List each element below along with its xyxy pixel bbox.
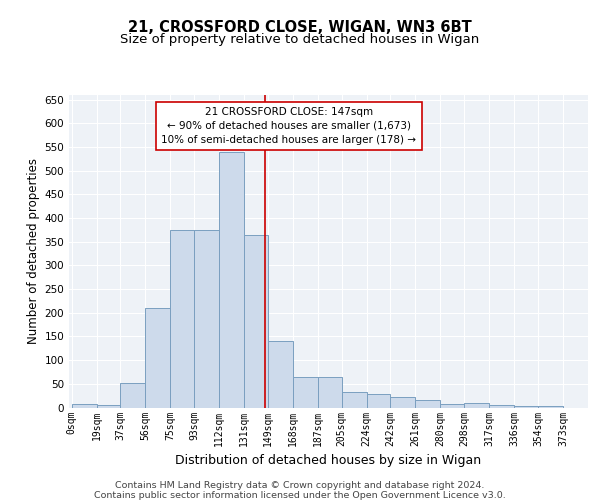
- Text: Contains public sector information licensed under the Open Government Licence v3: Contains public sector information licen…: [94, 490, 506, 500]
- Bar: [170, 230, 194, 408]
- Y-axis label: Number of detached properties: Number of detached properties: [27, 158, 40, 344]
- Bar: [464, 403, 489, 407]
- Bar: [145, 308, 170, 408]
- Bar: [440, 404, 464, 407]
- Bar: [538, 406, 563, 407]
- Bar: [194, 230, 219, 408]
- Bar: [293, 376, 318, 408]
- Bar: [489, 405, 514, 407]
- X-axis label: Distribution of detached houses by size in Wigan: Distribution of detached houses by size …: [175, 454, 482, 467]
- Bar: [244, 234, 268, 408]
- Text: 21, CROSSFORD CLOSE, WIGAN, WN3 6BT: 21, CROSSFORD CLOSE, WIGAN, WN3 6BT: [128, 20, 472, 35]
- Text: Size of property relative to detached houses in Wigan: Size of property relative to detached ho…: [121, 34, 479, 46]
- Bar: [341, 392, 367, 407]
- Bar: [391, 397, 415, 407]
- Bar: [71, 404, 97, 407]
- Bar: [415, 400, 440, 407]
- Bar: [514, 406, 538, 407]
- Bar: [367, 394, 391, 407]
- Bar: [121, 383, 145, 407]
- Bar: [318, 376, 341, 408]
- Text: Contains HM Land Registry data © Crown copyright and database right 2024.: Contains HM Land Registry data © Crown c…: [115, 482, 485, 490]
- Bar: [97, 405, 121, 407]
- Text: 21 CROSSFORD CLOSE: 147sqm
← 90% of detached houses are smaller (1,673)
10% of s: 21 CROSSFORD CLOSE: 147sqm ← 90% of deta…: [161, 107, 416, 145]
- Bar: [268, 341, 293, 407]
- Bar: [219, 152, 244, 407]
